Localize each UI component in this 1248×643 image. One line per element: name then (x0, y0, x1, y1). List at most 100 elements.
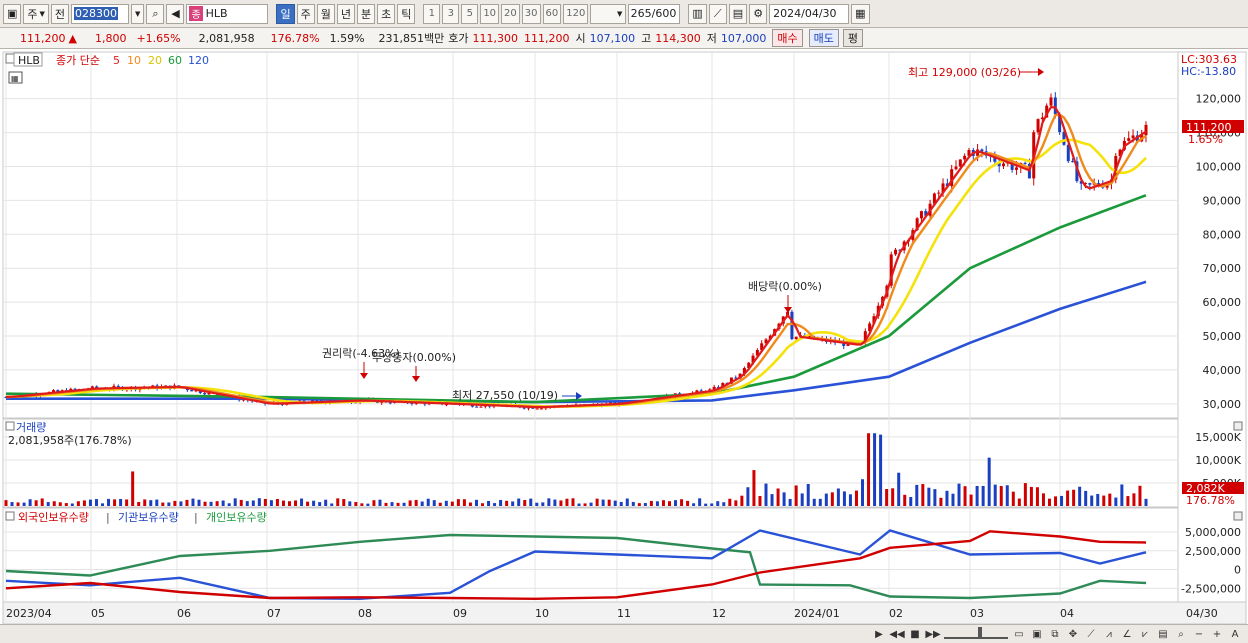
num-1[interactable]: 1 (423, 3, 441, 24)
num-60[interactable]: 60 (542, 3, 562, 24)
ruler-icon[interactable]: ⩗ (1142, 628, 1148, 640)
zoom-search-icon[interactable]: ⌕ (1178, 628, 1184, 640)
volume-bar (384, 502, 388, 506)
calculator-icon[interactable] (8, 71, 23, 84)
num-20[interactable]: 20 (501, 3, 520, 24)
fibonacci-icon[interactable]: ⩘ (1106, 628, 1112, 640)
volume-bar (565, 498, 569, 506)
interval-minute[interactable]: 분 (356, 3, 376, 24)
volume-bar (131, 471, 135, 506)
interval-tick[interactable]: 틱 (397, 3, 416, 24)
num-120[interactable]: 120 (563, 3, 589, 24)
holding-tick-label: 5,000,000 (1185, 526, 1241, 539)
candle-body (699, 390, 703, 392)
line-tool-icon[interactable]: ⟋ (708, 3, 727, 24)
compare-icon[interactable]: ▣ (1032, 628, 1042, 640)
calendar-icon[interactable]: ▦ (851, 3, 870, 24)
fast-forward-icon[interactable]: ▶▶ (925, 628, 941, 640)
candle-body (609, 402, 613, 404)
candle-body (535, 408, 539, 410)
stock-name-field[interactable]: 종 HLB (186, 3, 269, 24)
angle-tool-icon[interactable]: ∠ (1122, 628, 1132, 640)
volume-bar (281, 500, 285, 506)
buy-button[interactable]: 매수 (772, 29, 803, 47)
x-axis-label: 05 (91, 607, 105, 620)
volume-bar (408, 500, 412, 506)
candle-body (755, 350, 759, 356)
period-selector[interactable]: 주 ▼ (23, 3, 49, 24)
volume-bar (173, 500, 177, 506)
num-5[interactable]: 5 (461, 3, 479, 24)
volume-panel-menu-icon[interactable] (5, 421, 15, 431)
volume-panel-close-icon[interactable] (1233, 421, 1243, 431)
bid-price: 111,300 (472, 31, 519, 45)
rewind-icon[interactable]: ◀◀ (889, 628, 905, 640)
layout-toggle-icon[interactable]: ▭ (1014, 628, 1024, 640)
sell-button[interactable]: 매도 (808, 29, 839, 47)
legend-prefix: 종가 단순 (56, 54, 100, 67)
volume-bar (1138, 485, 1142, 506)
zoom-out-icon[interactable]: − (1194, 628, 1204, 640)
gear-icon[interactable]: ⚙ (749, 3, 768, 24)
volume-bar (402, 502, 406, 506)
date-input[interactable]: 2024/04/30 (769, 3, 850, 24)
candle-icon[interactable]: ▥ (688, 3, 707, 24)
price-panel[interactable] (2, 51, 1179, 419)
zoom-slider[interactable] (944, 627, 1008, 639)
stock-code-input[interactable]: 028300 (71, 3, 130, 24)
candle-body (203, 393, 207, 395)
volume-bar (523, 500, 527, 506)
volume-bar (499, 499, 503, 506)
candle-body (1040, 117, 1044, 120)
holding-panel-close-icon[interactable] (1233, 511, 1243, 521)
holding-panel-menu-icon[interactable] (5, 511, 15, 521)
data-count-input[interactable]: 265/600 (628, 3, 681, 24)
candle-body (1088, 183, 1092, 185)
volume-bar (547, 498, 551, 506)
foreign-holding-line (5, 530, 1147, 601)
crosshair-icon[interactable]: ✥ (1068, 628, 1078, 640)
volume-bar (155, 499, 159, 506)
eval-button[interactable]: 평 (842, 29, 864, 47)
interval-year[interactable]: 년 (336, 3, 355, 24)
volume-bar (318, 502, 322, 506)
volume-bar (770, 494, 774, 506)
copy-icon[interactable]: ⧉ (1051, 628, 1059, 640)
code-dropdown-button[interactable]: ▼ (131, 3, 145, 24)
num-30[interactable]: 30 (521, 3, 541, 24)
interval-second[interactable]: 초 (377, 3, 396, 24)
volume-bar (680, 499, 684, 506)
stop-icon[interactable]: ■ (910, 628, 920, 640)
volume-tick-label: 10,000K (1195, 454, 1241, 467)
volume-bar (191, 498, 195, 506)
prev-button[interactable]: 전 (50, 3, 70, 24)
interval-week[interactable]: 주 (296, 3, 315, 24)
chart-area[interactable]: HLB 종가 단순 5 10 20 60 120 ▦ LC:303.63 HC:… (0, 50, 1248, 624)
interval-day[interactable]: 일 (276, 3, 295, 24)
search-icon[interactable]: ⌕ (146, 3, 165, 24)
candle-body (941, 183, 945, 193)
x-axis-end-label: 04/30 (1186, 607, 1218, 620)
volume-bar (28, 499, 32, 506)
volume-bar (867, 433, 871, 506)
current-pct-text: 1.65% (1188, 133, 1223, 146)
font-size-icon[interactable]: A (1231, 628, 1239, 640)
volume-bar (58, 502, 62, 506)
interval-month[interactable]: 월 (316, 3, 335, 24)
num-3[interactable]: 3 (442, 3, 460, 24)
layout-icon[interactable]: ▣ (3, 3, 22, 24)
save-icon[interactable]: ▤ (728, 3, 748, 24)
legend-ma10: 10 (127, 54, 141, 67)
custom-interval-dropdown[interactable]: ▼ (590, 3, 627, 24)
scroll-right-icon[interactable]: ▶ (875, 628, 883, 640)
candle-body (963, 155, 967, 160)
price-tick-label: 40,000 (1203, 364, 1242, 377)
legend-ma5: 5 (113, 54, 120, 67)
volume-bar (1047, 498, 1051, 506)
zoom-in-icon[interactable]: + (1212, 628, 1222, 640)
volume-bar (342, 499, 346, 506)
trend-tool-icon[interactable]: ⟋ (1087, 628, 1095, 640)
print-icon[interactable]: ▤ (1158, 628, 1168, 640)
speaker-icon[interactable]: ◀ (166, 3, 185, 24)
num-10[interactable]: 10 (480, 3, 500, 24)
